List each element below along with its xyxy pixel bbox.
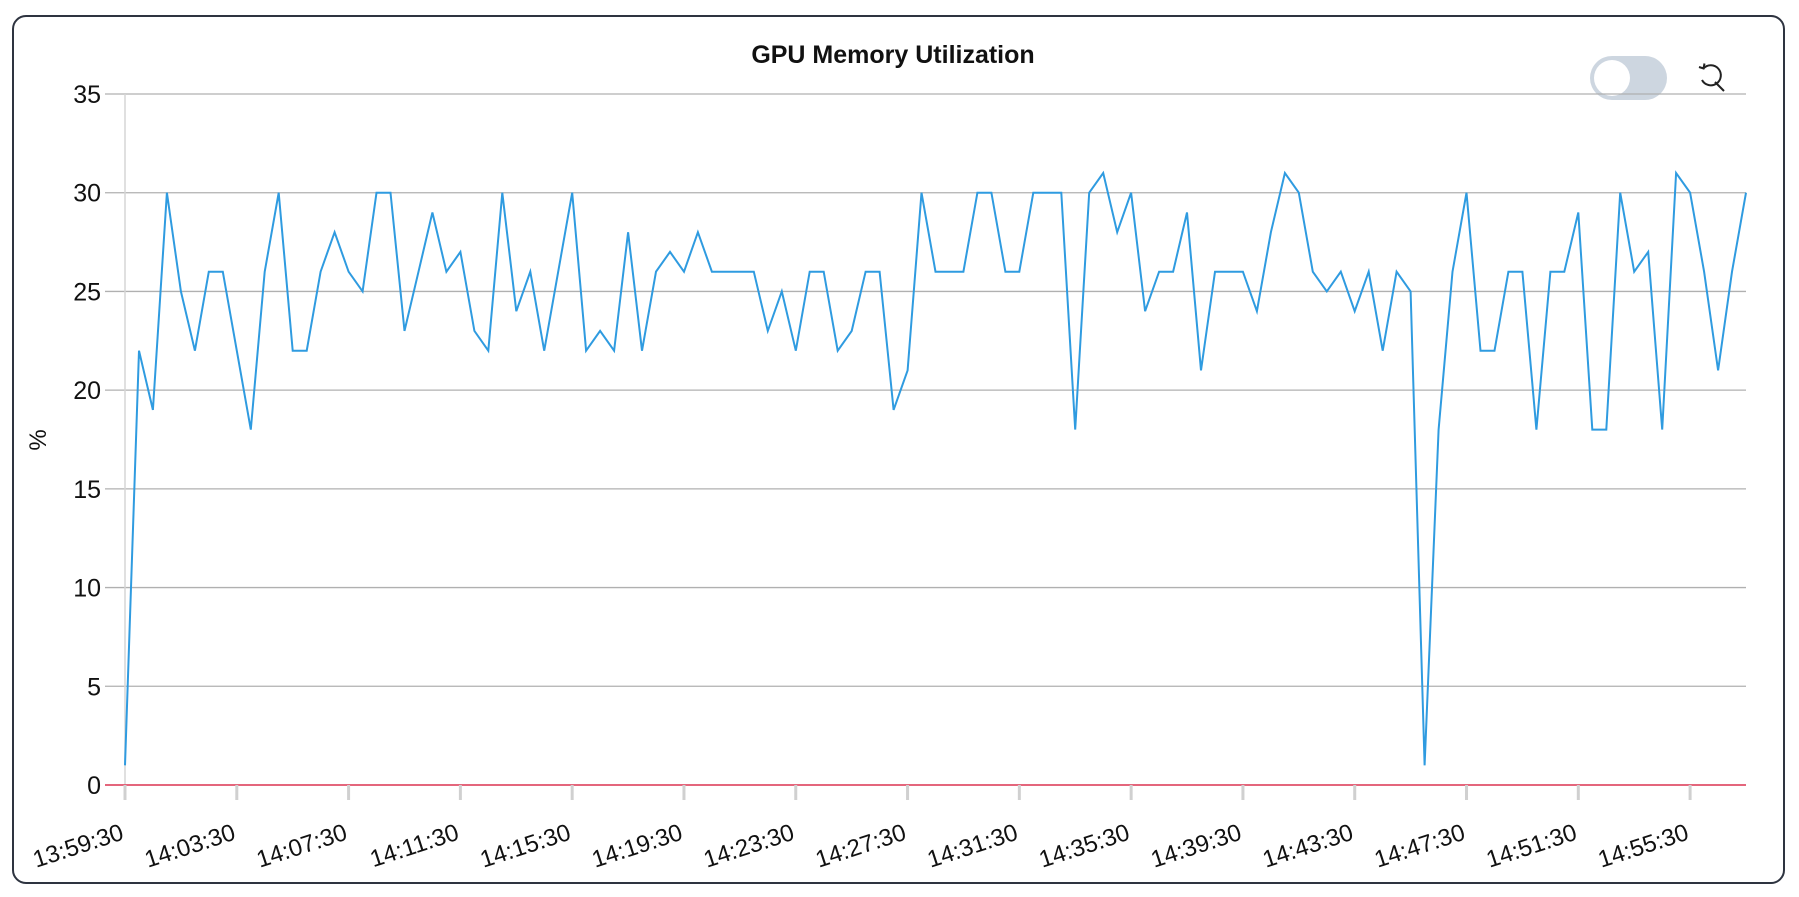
x-tick-label: 14:03:30	[141, 819, 238, 874]
y-tick-label: 20	[73, 377, 101, 405]
chart-title: GPU Memory Utilization	[751, 41, 1035, 69]
x-tick-label: 14:07:30	[253, 819, 350, 874]
x-tick-label: 14:31:30	[924, 819, 1021, 874]
y-tick-label: 5	[87, 673, 101, 701]
y-tick-label: 25	[73, 278, 101, 306]
x-tick-label: 14:23:30	[700, 819, 797, 874]
x-tick-label: 14:39:30	[1148, 819, 1245, 874]
y-tick-label: 10	[73, 575, 101, 603]
x-tick-label: 13:59:30	[30, 819, 127, 874]
zoom-reset-icon[interactable]	[1693, 60, 1729, 96]
chart-card: GPU Memory Utilization	[12, 15, 1785, 884]
y-tick-label: 35	[73, 81, 101, 109]
x-tick-label: 14:19:30	[589, 819, 686, 874]
y-tick-label: 0	[87, 772, 101, 800]
x-tick-label: 14:47:30	[1371, 819, 1468, 874]
x-tick-label: 14:11:30	[367, 819, 462, 873]
series-line	[124, 170, 1747, 766]
x-tick-label: 14:55:30	[1595, 819, 1692, 874]
y-axis-label: %	[25, 429, 52, 450]
x-tick-label: 14:27:30	[812, 819, 909, 874]
x-tick-label: 14:35:30	[1036, 819, 1133, 874]
y-tick-label: 15	[73, 476, 101, 504]
toggle-switch[interactable]	[1590, 56, 1667, 100]
x-tick-label: 14:43:30	[1259, 819, 1356, 874]
toggle-knob	[1594, 60, 1630, 96]
x-tick-label: 14:51:30	[1483, 819, 1580, 874]
y-tick-label: 30	[73, 180, 101, 208]
x-tick-label: 14:15:30	[477, 819, 574, 874]
